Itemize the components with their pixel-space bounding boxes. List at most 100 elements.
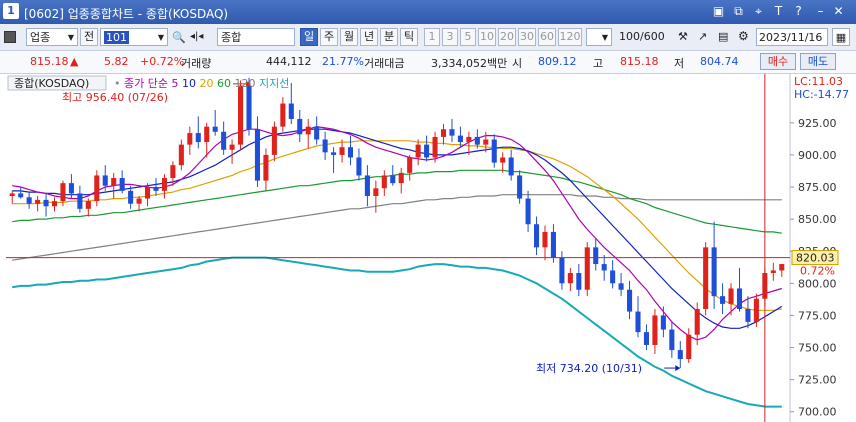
candle-body <box>26 197 32 204</box>
chart-tools-icon[interactable]: ⚒ <box>678 30 688 43</box>
ma-legend[interactable]: • 종가 단순 5 10 20 60 120 지지선 <box>114 77 289 90</box>
candle-body <box>643 332 650 345</box>
candle-body <box>770 270 776 274</box>
candle-body <box>246 85 252 130</box>
chevron-down-icon: ▼ <box>157 33 164 42</box>
link-group-icon[interactable] <box>4 31 16 43</box>
ma5-line <box>12 125 782 341</box>
gear-icon[interactable]: ⚙ <box>738 29 749 43</box>
candle-body <box>161 178 167 191</box>
help-icon[interactable]: ? <box>795 4 802 18</box>
period-day[interactable]: 일 <box>300 28 318 46</box>
code-value: 101 <box>104 31 129 44</box>
interval-10[interactable]: 10 <box>478 28 496 46</box>
series-name: 종합(KOSDAQ) <box>14 77 89 90</box>
chart-background <box>6 74 856 422</box>
candle-body <box>43 199 49 207</box>
candle-body <box>331 152 337 155</box>
candle-body <box>720 296 726 304</box>
candle-body <box>178 144 184 166</box>
candle-body <box>195 133 201 143</box>
high-label: 고 <box>593 57 604 70</box>
market-select[interactable]: 업종 ▼ <box>26 28 78 46</box>
candle-body <box>229 144 235 150</box>
chevron-down-icon: ▼ <box>601 33 608 42</box>
candle-body <box>415 144 421 158</box>
period-month[interactable]: 월 <box>340 28 358 46</box>
calendar-icon[interactable]: ▦ <box>832 28 850 46</box>
candle-body <box>567 273 573 284</box>
minimize-to-tray-icon[interactable]: ▣ <box>712 4 725 18</box>
text-icon[interactable]: T <box>774 4 783 18</box>
date-field[interactable]: 2023/11/16 <box>756 28 828 46</box>
candle-body <box>576 273 582 290</box>
y-axis: 925.00900.00875.00850.00825.00800.00775.… <box>790 117 837 419</box>
candle-body <box>550 231 556 258</box>
candle-body <box>263 154 269 181</box>
ma120-label: 120 <box>234 77 255 90</box>
link-icon[interactable]: ⧉ <box>734 4 743 18</box>
ma10-label: 10 <box>182 77 196 90</box>
interval-20[interactable]: 20 <box>498 28 516 46</box>
candle-body <box>144 187 151 199</box>
current-price-tag <box>791 250 839 266</box>
period-minute[interactable]: 분 <box>380 28 398 46</box>
count-total: /600 <box>640 30 665 43</box>
interval-5[interactable]: 5 <box>460 28 476 46</box>
candle-body <box>280 103 286 127</box>
period-week[interactable]: 주 <box>320 28 338 46</box>
count-field[interactable]: 100/600 <box>616 28 672 46</box>
market-select-value: 업종 <box>30 31 51 44</box>
code-input[interactable]: 101 ▼ <box>100 28 168 46</box>
period-year[interactable]: 년 <box>360 28 378 46</box>
save-icon[interactable]: ▤ <box>718 30 729 43</box>
candle-body <box>347 147 354 158</box>
legend-bullet-icon: • <box>114 77 121 90</box>
close-button[interactable]: ✕ <box>833 4 844 18</box>
candle-body <box>288 103 294 119</box>
candle-body <box>745 308 751 322</box>
amount-label: 거래대금 <box>364 57 405 70</box>
interval-3[interactable]: 3 <box>442 28 458 46</box>
interval-select[interactable]: ▼ <box>586 28 612 46</box>
candle-body <box>517 175 523 199</box>
current-price-tag-text: 820.03 <box>796 252 835 265</box>
candle-body <box>736 288 743 309</box>
candle-body <box>339 147 345 155</box>
candle-body <box>77 193 83 209</box>
candle-body <box>322 139 328 153</box>
candle-body <box>128 190 134 204</box>
candle-body <box>618 283 624 290</box>
buy-button[interactable]: 매수 <box>760 53 796 70</box>
series-name-box[interactable] <box>7 75 107 91</box>
sound-icon[interactable]: ◂|◂ <box>190 31 204 42</box>
candle-body <box>254 129 261 181</box>
volume-label: 거래량 <box>181 57 212 70</box>
candle-body <box>652 315 658 345</box>
period-tick[interactable]: 틱 <box>400 28 418 46</box>
candle-body <box>60 183 66 202</box>
pin-icon[interactable]: ⌖ <box>755 4 762 18</box>
candle-body <box>153 187 159 191</box>
candle-body <box>238 85 244 145</box>
candle-body <box>491 139 497 163</box>
search-icon[interactable]: 🔍 <box>172 31 186 44</box>
interval-60[interactable]: 60 <box>538 28 556 46</box>
candle-body <box>610 270 616 284</box>
candle-body <box>204 126 210 143</box>
interval-30[interactable]: 30 <box>518 28 536 46</box>
prev-button[interactable]: 전 <box>80 28 98 46</box>
interval-120[interactable]: 120 <box>558 28 582 46</box>
count-value: 100 <box>619 30 640 43</box>
hc-value: HC:-14.77 <box>794 88 849 101</box>
price-chart[interactable]: 925.00900.00875.00850.00825.00800.00775.… <box>6 74 856 422</box>
candle-body <box>694 308 700 335</box>
candle-body <box>728 288 734 304</box>
candle-body <box>449 129 455 136</box>
up-arrow-icon: ▲ <box>70 55 79 68</box>
candle-body <box>381 175 387 189</box>
draw-icon[interactable]: ↗ <box>698 30 708 43</box>
sell-button[interactable]: 매도 <box>800 53 836 70</box>
minimize-button[interactable]: – <box>817 4 824 18</box>
interval-1[interactable]: 1 <box>424 28 440 46</box>
